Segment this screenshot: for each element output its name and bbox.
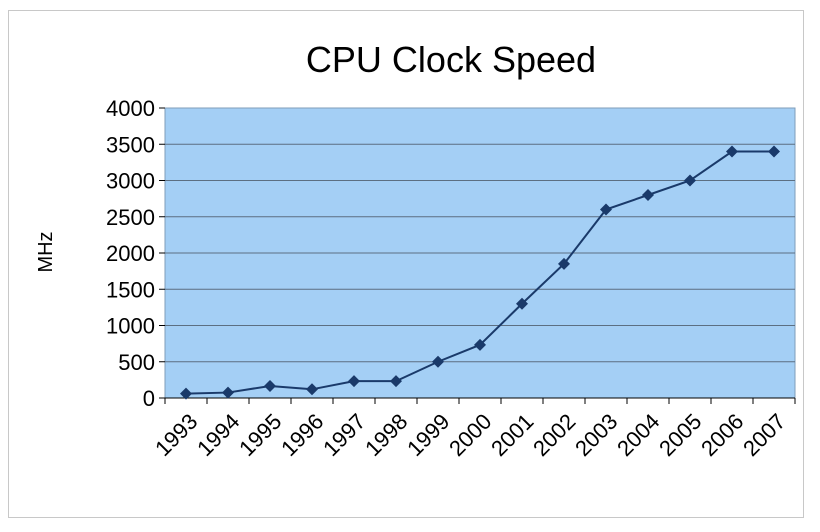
y-tick-label: 3500	[106, 132, 155, 157]
plot-area: 0 500 1000 1500 2000 2500 3000 3500 4000 19931994…	[106, 96, 796, 461]
chart-title: CPU Clock Speed	[306, 39, 596, 80]
y-tick-label: 3000	[106, 169, 155, 194]
y-tick-label: 2500	[106, 205, 155, 230]
data-point	[348, 375, 360, 388]
data-point	[390, 375, 402, 388]
data-point	[306, 383, 318, 396]
x-tick-label: 2004	[612, 409, 664, 461]
data-point	[516, 297, 528, 310]
x-tick-label: 1993	[150, 409, 202, 461]
data-point	[642, 189, 654, 201]
x-tick-label: 2001	[486, 409, 538, 461]
data-point	[432, 355, 444, 368]
y-tick-label: 1000	[106, 314, 155, 339]
y-axis-label: MHz	[35, 231, 57, 272]
x-tick-label: 1997	[318, 409, 370, 461]
x-tick-label: 1999	[402, 409, 454, 461]
x-tick-label: 2002	[528, 409, 580, 461]
data-point	[264, 379, 276, 392]
x-tick-label: 2005	[654, 409, 706, 461]
data-point	[684, 174, 696, 187]
data-point	[222, 386, 234, 399]
y-tick-label: 1500	[106, 277, 155, 302]
data-point	[600, 203, 612, 216]
x-tick-label: 2006	[696, 409, 748, 461]
x-tick-label: 1998	[360, 409, 412, 461]
y-tick-label: 4000	[106, 96, 155, 121]
x-tick-label: 1994	[192, 409, 244, 461]
x-tick-label: 1996	[276, 409, 328, 461]
y-tick-label: 2000	[106, 241, 155, 266]
data-point	[558, 257, 570, 270]
data-point	[474, 338, 486, 351]
data-point	[180, 387, 192, 400]
x-tick-label: 2007	[738, 409, 790, 461]
y-tick-label: 0	[143, 386, 155, 411]
data-point	[768, 145, 780, 158]
x-tick-label: 2003	[570, 409, 622, 461]
x-tick-label: 2000	[444, 409, 496, 461]
y-tick-label: 500	[118, 350, 155, 375]
x-tick-label: 1995	[234, 409, 286, 461]
data-point	[726, 145, 738, 158]
